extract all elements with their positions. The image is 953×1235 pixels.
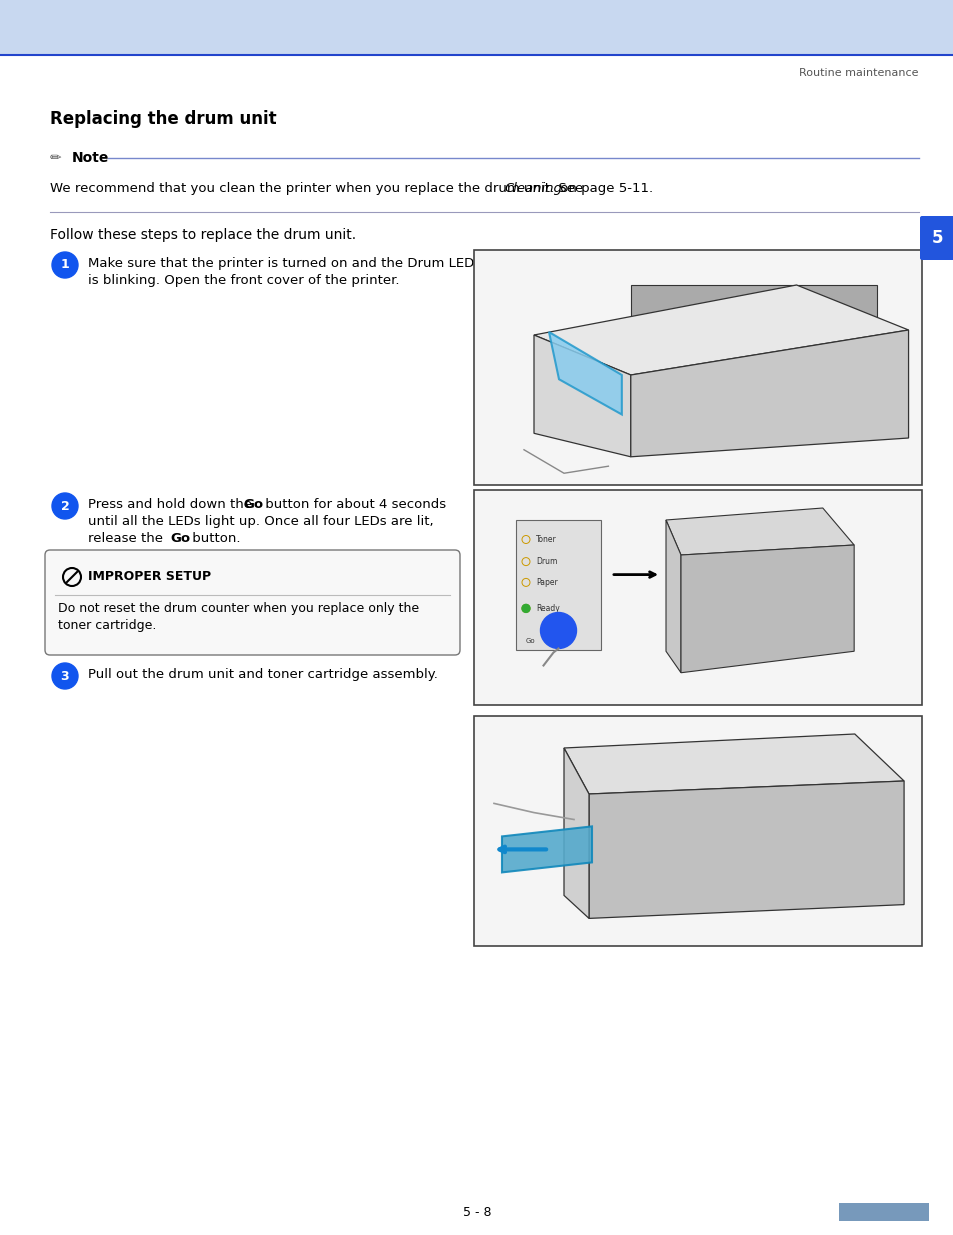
Text: 3: 3 xyxy=(61,669,70,683)
Polygon shape xyxy=(548,332,621,415)
Text: ✏: ✏ xyxy=(50,151,62,165)
Text: 1: 1 xyxy=(61,258,70,272)
Circle shape xyxy=(52,663,78,689)
Bar xyxy=(630,285,876,343)
Polygon shape xyxy=(501,826,592,872)
Circle shape xyxy=(540,613,576,648)
FancyBboxPatch shape xyxy=(45,550,459,655)
FancyBboxPatch shape xyxy=(919,216,953,261)
Circle shape xyxy=(521,604,530,613)
Text: Drum: Drum xyxy=(536,557,557,566)
Text: Press and hold down the: Press and hold down the xyxy=(88,498,256,511)
Text: Make sure that the printer is turned on and the Drum LED: Make sure that the printer is turned on … xyxy=(88,257,474,270)
Text: Follow these steps to replace the drum unit.: Follow these steps to replace the drum u… xyxy=(50,228,355,242)
Text: Note: Note xyxy=(71,151,110,165)
Polygon shape xyxy=(563,734,903,794)
Text: 5 - 8: 5 - 8 xyxy=(462,1205,491,1219)
Polygon shape xyxy=(588,781,903,919)
Text: Paper: Paper xyxy=(536,578,558,587)
Text: Do not reset the drum counter when you replace only the: Do not reset the drum counter when you r… xyxy=(58,601,418,615)
Text: We recommend that you clean the printer when you replace the drum unit. See: We recommend that you clean the printer … xyxy=(50,182,587,195)
Bar xyxy=(516,520,600,650)
Polygon shape xyxy=(534,285,907,375)
Polygon shape xyxy=(665,520,680,673)
Circle shape xyxy=(52,493,78,519)
Text: release the: release the xyxy=(88,532,167,545)
Text: Pull out the drum unit and toner cartridge assembly.: Pull out the drum unit and toner cartrid… xyxy=(88,668,437,680)
Polygon shape xyxy=(680,545,853,673)
Text: Toner: Toner xyxy=(536,535,557,543)
Bar xyxy=(474,716,921,946)
Text: Go: Go xyxy=(243,498,263,511)
Text: Replacing the drum unit: Replacing the drum unit xyxy=(50,110,276,128)
Text: 5: 5 xyxy=(931,228,943,247)
Bar xyxy=(588,771,812,840)
Text: IMPROPER SETUP: IMPROPER SETUP xyxy=(88,571,211,583)
Text: Go: Go xyxy=(170,532,190,545)
Text: button for about 4 seconds: button for about 4 seconds xyxy=(261,498,446,511)
Text: Cleaning: Cleaning xyxy=(503,182,561,195)
Bar xyxy=(474,490,921,705)
Text: on page 5-11.: on page 5-11. xyxy=(556,182,653,195)
Bar xyxy=(474,249,921,485)
Polygon shape xyxy=(665,508,853,555)
Text: Ready: Ready xyxy=(536,604,559,613)
Polygon shape xyxy=(630,330,907,457)
Text: button.: button. xyxy=(188,532,240,545)
Polygon shape xyxy=(534,335,630,457)
Text: 2: 2 xyxy=(61,499,70,513)
Text: is blinking. Open the front cover of the printer.: is blinking. Open the front cover of the… xyxy=(88,274,399,287)
Bar xyxy=(838,1203,928,1221)
Text: Go: Go xyxy=(525,638,535,643)
Text: until all the LEDs light up. Once all four LEDs are lit,: until all the LEDs light up. Once all fo… xyxy=(88,515,434,529)
Text: Routine maintenance: Routine maintenance xyxy=(799,68,918,78)
Circle shape xyxy=(52,252,78,278)
Text: toner cartridge.: toner cartridge. xyxy=(58,619,156,632)
Bar xyxy=(0,0,953,56)
Polygon shape xyxy=(563,748,588,919)
